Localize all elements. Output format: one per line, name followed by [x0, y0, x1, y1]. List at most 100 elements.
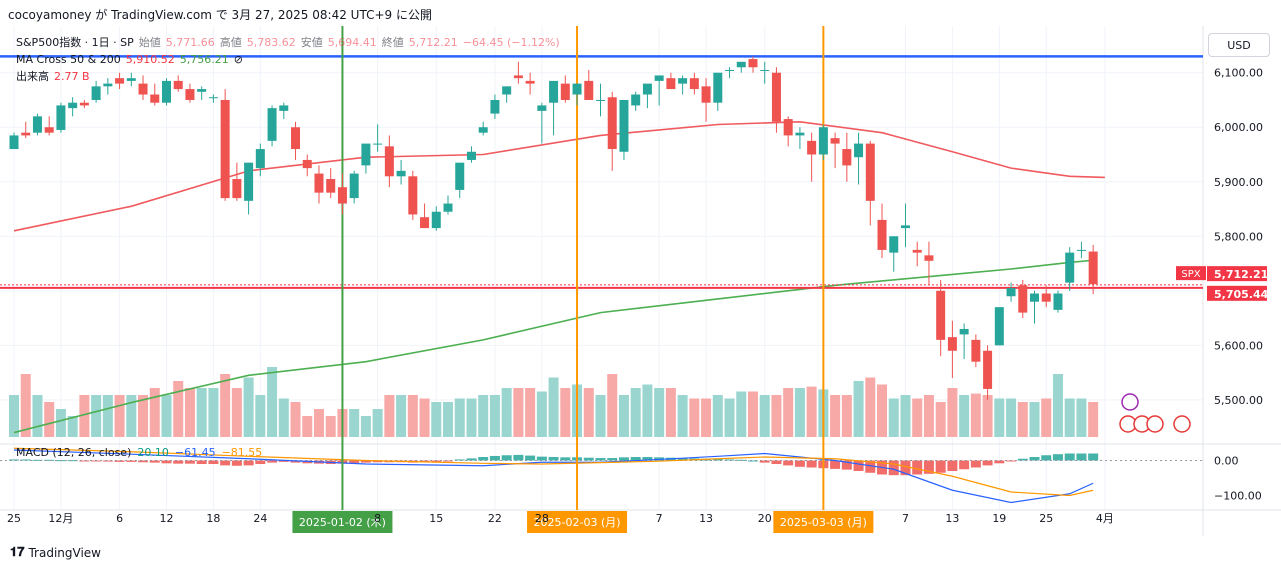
macd-hist-value: 20.10: [137, 446, 169, 459]
event-flag-icon: [1146, 415, 1164, 433]
price-chart[interactable]: 2025-01-02 (木) 2025-02-03 (月) 2025-03-03 (…: [0, 26, 1281, 536]
macd-histogram-bar: [607, 458, 618, 461]
candle-body: [971, 339, 981, 362]
volume-bar: [736, 391, 747, 437]
candle-body: [244, 162, 254, 201]
symbol-price-tag: [1176, 266, 1206, 281]
volume-bar: [478, 395, 489, 437]
macd-histogram-bar: [759, 460, 770, 463]
low-value: 5,694.41: [327, 36, 377, 49]
volume-bar: [466, 398, 477, 437]
macd-histogram-bar: [32, 459, 43, 461]
macd-label[interactable]: MACD (12, 26, close): [16, 446, 132, 459]
volume-bar: [1088, 402, 1099, 437]
candles: [9, 56, 1098, 400]
candle-body: [842, 149, 852, 166]
volume-bar: [149, 388, 160, 437]
volume-bar: [1064, 398, 1075, 437]
candle-body: [314, 173, 324, 193]
macd-histogram-bar: [583, 457, 594, 461]
macd-histogram-bar: [360, 460, 371, 463]
candle-body: [760, 69, 770, 71]
candle-body: [1018, 285, 1028, 313]
macd-histogram-bar: [1017, 458, 1028, 461]
volume-bar: [806, 386, 817, 437]
volume-bar: [196, 388, 207, 437]
vertical-markers: 2025-01-02 (木) 2025-02-03 (月) 2025-03-03 (…: [292, 26, 874, 533]
candle-body: [642, 83, 652, 95]
candle-body: [1065, 252, 1075, 283]
line-price-tag: [1207, 285, 1267, 301]
last-price-tag: [1207, 266, 1267, 282]
candle-body: [91, 86, 101, 100]
candle-body: [44, 127, 54, 133]
volume-bar: [548, 377, 559, 437]
time-tick-label: 13: [945, 512, 959, 525]
volume-bar: [349, 409, 360, 437]
volume-bar: [489, 395, 500, 437]
macd-histogram-bar: [536, 456, 547, 461]
macd-histogram-bar: [1029, 457, 1040, 461]
macd-histogram-bar: [243, 460, 254, 466]
candle-body: [420, 217, 430, 229]
time-tick-label: 12月: [48, 512, 73, 525]
eye-off-icon[interactable]: ⊘: [233, 53, 243, 66]
candle-body: [103, 83, 113, 87]
macd-histogram-bar: [478, 457, 489, 461]
macd-histogram-bar: [102, 460, 113, 462]
volume-bar: [220, 374, 231, 437]
brand-label: TradingView: [28, 545, 101, 560]
time-tick-label: 6: [116, 512, 123, 525]
candle-body: [384, 146, 394, 177]
open-value: 5,771.66: [165, 36, 215, 49]
volume-bar: [267, 367, 278, 437]
volume-bar: [32, 395, 43, 437]
volume-bar: [1006, 398, 1017, 437]
currency-button[interactable]: USD: [1208, 33, 1270, 57]
volume-bar: [877, 384, 888, 437]
candle-body: [596, 99, 605, 101]
volume-bar: [970, 393, 981, 437]
volume-bar: [771, 395, 782, 437]
volume-bar: [712, 395, 723, 437]
candle-body: [361, 143, 371, 166]
volume-label[interactable]: 出来高: [16, 70, 49, 83]
volume-bar: [173, 381, 184, 437]
volume-bar: [126, 395, 137, 437]
marker-date-label: 2025-03-03 (月): [780, 516, 867, 529]
macd-histogram-bar: [783, 460, 794, 466]
volume-bar: [654, 388, 665, 437]
volume-bar: [630, 388, 641, 437]
time-tick-label: 18: [206, 512, 220, 525]
candle-body: [337, 187, 347, 204]
volume-bar: [302, 416, 313, 437]
macd-line: [13, 449, 1094, 504]
volume-bar: [536, 391, 547, 437]
symbol-label[interactable]: S&P500指数 · 1日 · SP: [16, 36, 134, 49]
ma-label[interactable]: MA Cross 50 & 200: [16, 53, 121, 66]
candle-body: [79, 102, 89, 106]
volume-bar: [231, 388, 242, 437]
macd-histogram-bar: [982, 460, 993, 466]
volume-bar: [9, 395, 19, 437]
candle-body: [56, 105, 66, 130]
volume-bar: [841, 395, 852, 437]
close-label: 終値: [381, 36, 404, 49]
time-tick-label: 28: [535, 512, 549, 525]
high-value: 5,783.62: [246, 36, 296, 49]
close-value: 5,712.21: [408, 36, 458, 49]
macd-histogram-bar: [231, 460, 242, 466]
candle-body: [783, 119, 793, 136]
volume-bar: [912, 398, 923, 437]
tradingview-footer[interactable]: 𝟏𝟕 TradingView: [10, 545, 101, 560]
volume-bar: [454, 398, 465, 437]
tradingview-logo-icon: 𝟏𝟕: [10, 545, 25, 560]
candle-body: [502, 86, 512, 95]
signal-line: [13, 447, 1094, 497]
macd-histogram-bar: [161, 460, 172, 464]
volume-bar: [1052, 374, 1063, 437]
candle-body: [490, 99, 500, 114]
volume-bar: [396, 395, 407, 437]
macd-histogram-bar: [501, 455, 512, 461]
candle-body: [1030, 293, 1040, 302]
